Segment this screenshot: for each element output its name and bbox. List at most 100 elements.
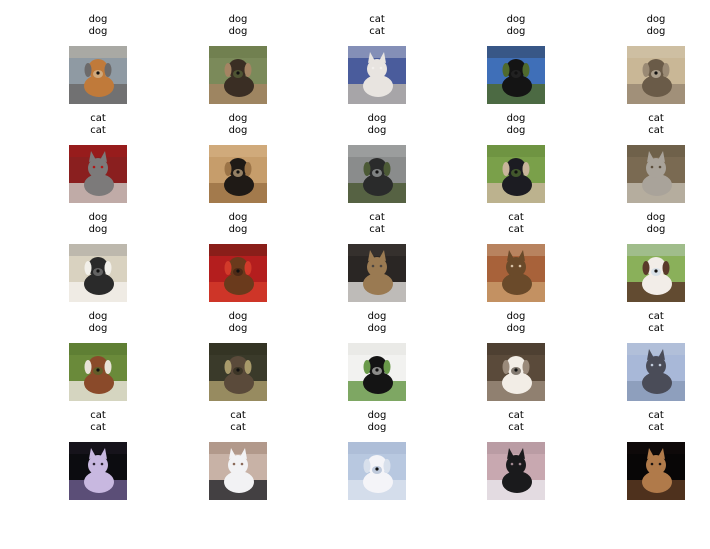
dog-thumbnail bbox=[209, 343, 267, 401]
cat-photo bbox=[348, 244, 406, 302]
predicted-label: cat bbox=[369, 212, 385, 223]
actual-label: dog bbox=[506, 26, 526, 37]
actual-label: dog bbox=[367, 125, 387, 136]
dog-photo bbox=[69, 343, 127, 401]
cat-thumbnail bbox=[627, 442, 685, 500]
cat-thumbnail bbox=[348, 244, 406, 302]
actual-label: dog bbox=[228, 125, 248, 136]
cat-thumbnail bbox=[348, 46, 406, 104]
cat-thumbnail bbox=[627, 145, 685, 203]
grid-cell-4: dog dog bbox=[446, 14, 586, 38]
actual-label: cat bbox=[90, 422, 106, 433]
predicted-label: dog bbox=[506, 311, 526, 322]
dog-photo bbox=[627, 244, 685, 302]
cat-thumbnail bbox=[69, 145, 127, 203]
dog-thumbnail bbox=[487, 145, 545, 203]
cat-photo bbox=[627, 145, 685, 203]
predicted-label: cat bbox=[648, 410, 664, 421]
dog-thumbnail bbox=[348, 442, 406, 500]
cat-photo bbox=[69, 442, 127, 500]
actual-label: cat bbox=[508, 224, 524, 235]
predicted-label: cat bbox=[90, 113, 106, 124]
dog-photo bbox=[69, 244, 127, 302]
actual-label: cat bbox=[648, 422, 664, 433]
predicted-label: dog bbox=[367, 410, 387, 421]
predicted-label: dog bbox=[228, 212, 248, 223]
cat-thumbnail bbox=[69, 442, 127, 500]
actual-label: cat bbox=[90, 125, 106, 136]
dog-photo bbox=[487, 145, 545, 203]
dog-thumbnail bbox=[627, 46, 685, 104]
grid-cell-17: dog dog bbox=[168, 311, 308, 335]
grid-cell-25: cat cat bbox=[586, 410, 710, 434]
cat-thumbnail bbox=[627, 343, 685, 401]
grid-cell-12: dog dog bbox=[168, 212, 308, 236]
predicted-label: dog bbox=[506, 113, 526, 124]
grid-cell-21: cat cat bbox=[28, 410, 168, 434]
predicted-label: cat bbox=[369, 14, 385, 25]
predicted-label: dog bbox=[367, 311, 387, 322]
dog-thumbnail bbox=[487, 46, 545, 104]
predicted-label: cat bbox=[230, 410, 246, 421]
dog-thumbnail bbox=[209, 244, 267, 302]
actual-label: dog bbox=[228, 323, 248, 334]
predicted-label: dog bbox=[506, 14, 526, 25]
predicted-label: dog bbox=[88, 212, 108, 223]
predicted-label: dog bbox=[367, 113, 387, 124]
dog-thumbnail bbox=[69, 343, 127, 401]
predicted-label: dog bbox=[646, 14, 666, 25]
dog-photo bbox=[348, 343, 406, 401]
actual-label: dog bbox=[88, 224, 108, 235]
actual-label: dog bbox=[88, 26, 108, 37]
grid-cell-13: cat cat bbox=[307, 212, 447, 236]
cat-thumbnail bbox=[209, 442, 267, 500]
grid-cell-16: dog dog bbox=[28, 311, 168, 335]
actual-label: dog bbox=[506, 125, 526, 136]
actual-label: dog bbox=[646, 26, 666, 37]
actual-label: cat bbox=[369, 224, 385, 235]
predicted-label: dog bbox=[228, 14, 248, 25]
grid-cell-11: dog dog bbox=[28, 212, 168, 236]
dog-photo bbox=[348, 442, 406, 500]
grid-cell-15: dog dog bbox=[586, 212, 710, 236]
cat-photo bbox=[487, 442, 545, 500]
cat-photo bbox=[348, 46, 406, 104]
cat-photo bbox=[209, 442, 267, 500]
actual-label: dog bbox=[367, 422, 387, 433]
dog-photo bbox=[348, 145, 406, 203]
predicted-label: dog bbox=[88, 311, 108, 322]
dog-thumbnail bbox=[209, 46, 267, 104]
grid-cell-22: cat cat bbox=[168, 410, 308, 434]
dog-photo bbox=[209, 244, 267, 302]
predicted-label: dog bbox=[88, 14, 108, 25]
grid-cell-8: dog dog bbox=[307, 113, 447, 137]
actual-label: dog bbox=[228, 26, 248, 37]
cat-thumbnail bbox=[487, 244, 545, 302]
grid-cell-3: cat cat bbox=[307, 14, 447, 38]
cat-photo bbox=[487, 244, 545, 302]
dog-photo bbox=[69, 46, 127, 104]
dog-thumbnail bbox=[209, 145, 267, 203]
predicted-label: cat bbox=[508, 410, 524, 421]
predicted-label: dog bbox=[228, 311, 248, 322]
actual-label: cat bbox=[508, 422, 524, 433]
cat-photo bbox=[627, 442, 685, 500]
grid-cell-2: dog dog bbox=[168, 14, 308, 38]
predicted-label: dog bbox=[228, 113, 248, 124]
actual-label: dog bbox=[646, 224, 666, 235]
predicted-label: cat bbox=[90, 410, 106, 421]
grid-cell-9: dog dog bbox=[446, 113, 586, 137]
predicted-label: cat bbox=[508, 212, 524, 223]
grid-cell-1: dog dog bbox=[28, 14, 168, 38]
actual-label: dog bbox=[367, 323, 387, 334]
dog-thumbnail bbox=[487, 343, 545, 401]
dog-photo bbox=[627, 46, 685, 104]
cat-photo bbox=[627, 343, 685, 401]
grid-cell-6: cat cat bbox=[28, 113, 168, 137]
dog-thumbnail bbox=[627, 244, 685, 302]
grid-cell-14: cat cat bbox=[446, 212, 586, 236]
cat-thumbnail bbox=[487, 442, 545, 500]
grid-cell-5: dog dog bbox=[586, 14, 710, 38]
dog-thumbnail bbox=[69, 244, 127, 302]
